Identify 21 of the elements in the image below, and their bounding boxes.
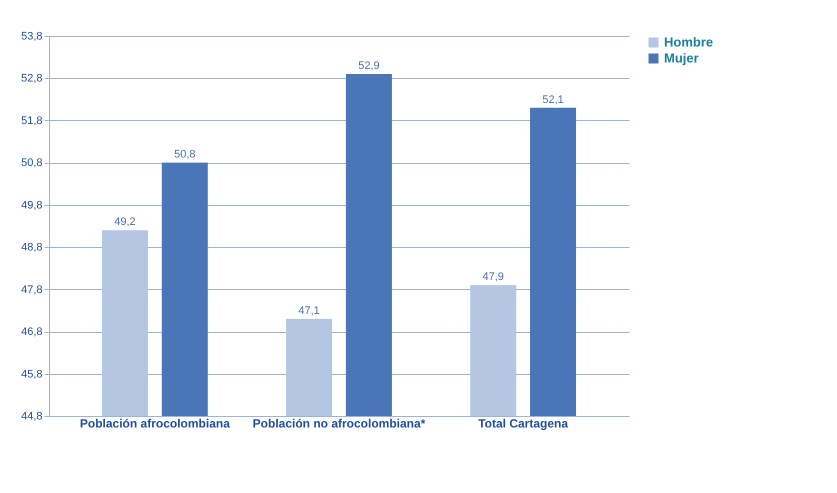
y-tick-label: 45,8 <box>21 368 42 380</box>
data-label: 49,2 <box>114 216 136 228</box>
y-tick-label: 52,8 <box>21 72 42 85</box>
y-tick-label: 46,8 <box>21 326 42 338</box>
data-label: 50,8 <box>174 148 196 161</box>
y-tick-label: 48,8 <box>21 242 42 254</box>
y-tick-label: 50,8 <box>21 157 42 170</box>
data-label: 47,1 <box>298 304 320 317</box>
x-tick-label: Población afrocolombiana <box>80 416 230 430</box>
y-tick-label: 49,8 <box>21 199 42 212</box>
data-label: 52,9 <box>358 60 380 72</box>
data-label: 47,9 <box>482 271 504 284</box>
data-label: 52,1 <box>542 94 564 106</box>
x-tick-label: Total Cartagena <box>478 416 568 430</box>
y-tick-label: 47,8 <box>21 284 42 296</box>
y-tick-label: 51,8 <box>21 114 42 127</box>
legend-label: Hombre <box>664 34 714 50</box>
y-tick-label: 44,8 <box>21 410 42 422</box>
y-tick-label: 53,8 <box>21 30 42 42</box>
legend-label: Mujer <box>664 50 699 66</box>
x-tick-label: Población no afrocolombiana* <box>252 416 426 430</box>
